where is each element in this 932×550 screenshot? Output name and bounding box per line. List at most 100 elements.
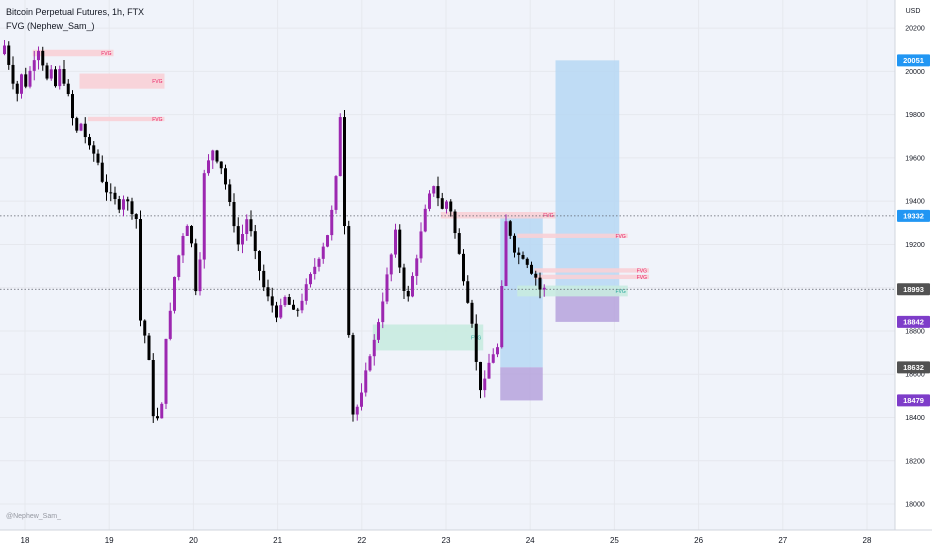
candle-body xyxy=(525,258,529,265)
x-tick-label: 19 xyxy=(105,536,114,545)
candle-body xyxy=(215,150,219,162)
price-tag xyxy=(897,315,930,328)
candle-body xyxy=(236,226,240,245)
y-tick-label: 19200 xyxy=(905,242,925,249)
candle-body xyxy=(117,199,121,210)
fvg-zone xyxy=(32,49,114,57)
candle-body xyxy=(241,233,244,245)
candle-body xyxy=(317,258,321,267)
candle-body xyxy=(202,173,206,260)
candle-body xyxy=(462,253,465,282)
y-tick-label: 18000 xyxy=(905,502,925,509)
candle-body xyxy=(122,199,125,210)
price-tag-label: 18842 xyxy=(903,318,924,327)
candle-body xyxy=(440,198,444,209)
candle-body xyxy=(500,285,504,348)
candle-body xyxy=(445,201,448,209)
candle-body xyxy=(300,300,304,311)
x-tick-label: 21 xyxy=(273,536,282,545)
candle-body xyxy=(453,211,457,234)
x-tick-label: 18 xyxy=(21,536,30,545)
price-tag-label: 20051 xyxy=(903,56,924,65)
candle-body xyxy=(474,323,478,362)
candle-body xyxy=(483,378,487,391)
fvg-label: FVG xyxy=(152,117,162,123)
candle-body xyxy=(415,258,419,276)
candle-body xyxy=(304,284,308,301)
candle-body xyxy=(109,192,113,194)
candle-body xyxy=(372,339,376,357)
candle-body xyxy=(542,287,546,290)
candle-body xyxy=(249,219,253,232)
candle-body xyxy=(41,50,45,66)
candle-body xyxy=(211,150,215,161)
fvg-zone xyxy=(440,212,556,219)
candle-body xyxy=(83,123,87,138)
fvg-zone xyxy=(79,73,165,89)
candle-body xyxy=(3,45,6,55)
candle-body xyxy=(428,193,431,209)
fvg-label: FVG xyxy=(615,289,625,295)
candle-body xyxy=(419,231,423,259)
y-tick-label: 18800 xyxy=(905,328,925,335)
fvg-zone xyxy=(372,324,484,351)
x-tick-label: 23 xyxy=(442,536,451,545)
candle-body xyxy=(143,320,147,336)
candle-body xyxy=(139,218,142,321)
position-stop-zone xyxy=(500,367,543,401)
candle-body xyxy=(75,118,79,131)
fvg-label: FVG xyxy=(101,51,111,57)
candle-body xyxy=(287,296,291,305)
candle-body xyxy=(343,117,346,227)
candle-body xyxy=(530,264,533,274)
candle-body xyxy=(66,83,70,95)
candle-body xyxy=(7,45,11,65)
candle-body xyxy=(173,276,176,311)
candle-body xyxy=(296,309,300,311)
candle-body xyxy=(37,50,40,61)
candle-body xyxy=(364,370,368,393)
candle-body xyxy=(96,153,100,163)
x-tick-label: 27 xyxy=(778,536,787,545)
candle-body xyxy=(190,225,193,244)
price-tag xyxy=(897,54,930,67)
candle-body xyxy=(245,219,249,234)
candle-body xyxy=(92,145,96,154)
candle-body xyxy=(58,69,62,87)
candle-body xyxy=(181,235,185,256)
candle-body xyxy=(11,64,15,84)
fvg-zone xyxy=(517,285,628,297)
candle-body xyxy=(275,305,278,318)
fvg-zone xyxy=(534,274,649,280)
fvg-label: FVG xyxy=(543,213,553,219)
candle-body xyxy=(134,214,138,219)
price-tag xyxy=(897,209,930,222)
y-tick-label: 18400 xyxy=(905,415,925,422)
candle-body xyxy=(534,273,538,278)
price-tag-label: 18993 xyxy=(903,285,924,294)
candle-body xyxy=(283,296,287,306)
candle-body xyxy=(185,225,189,236)
candle-body xyxy=(517,252,521,255)
candle-body xyxy=(513,235,516,253)
candle-body xyxy=(88,137,91,146)
fvg-label: FVG xyxy=(152,79,162,85)
candle-body xyxy=(156,416,159,419)
candle-body xyxy=(228,184,232,202)
fvg-zone xyxy=(517,233,628,238)
x-tick-label: 26 xyxy=(694,536,703,545)
candle-body xyxy=(177,255,181,277)
candle-body xyxy=(258,251,261,271)
candle-body xyxy=(368,356,372,371)
candle-body xyxy=(377,322,380,340)
price-tag xyxy=(897,394,930,407)
candle-body xyxy=(538,277,542,290)
candle-body xyxy=(126,199,130,202)
candle-body xyxy=(466,281,470,303)
candle-body xyxy=(20,74,23,94)
indicator-title: FVG (Nephew_Sam_) xyxy=(6,21,95,31)
candle-body xyxy=(32,60,36,71)
price-tag-label: 18479 xyxy=(903,396,924,405)
chart-legend: Bitcoin Perpetual Futures, 1h, FTX FVG (… xyxy=(6,5,144,33)
